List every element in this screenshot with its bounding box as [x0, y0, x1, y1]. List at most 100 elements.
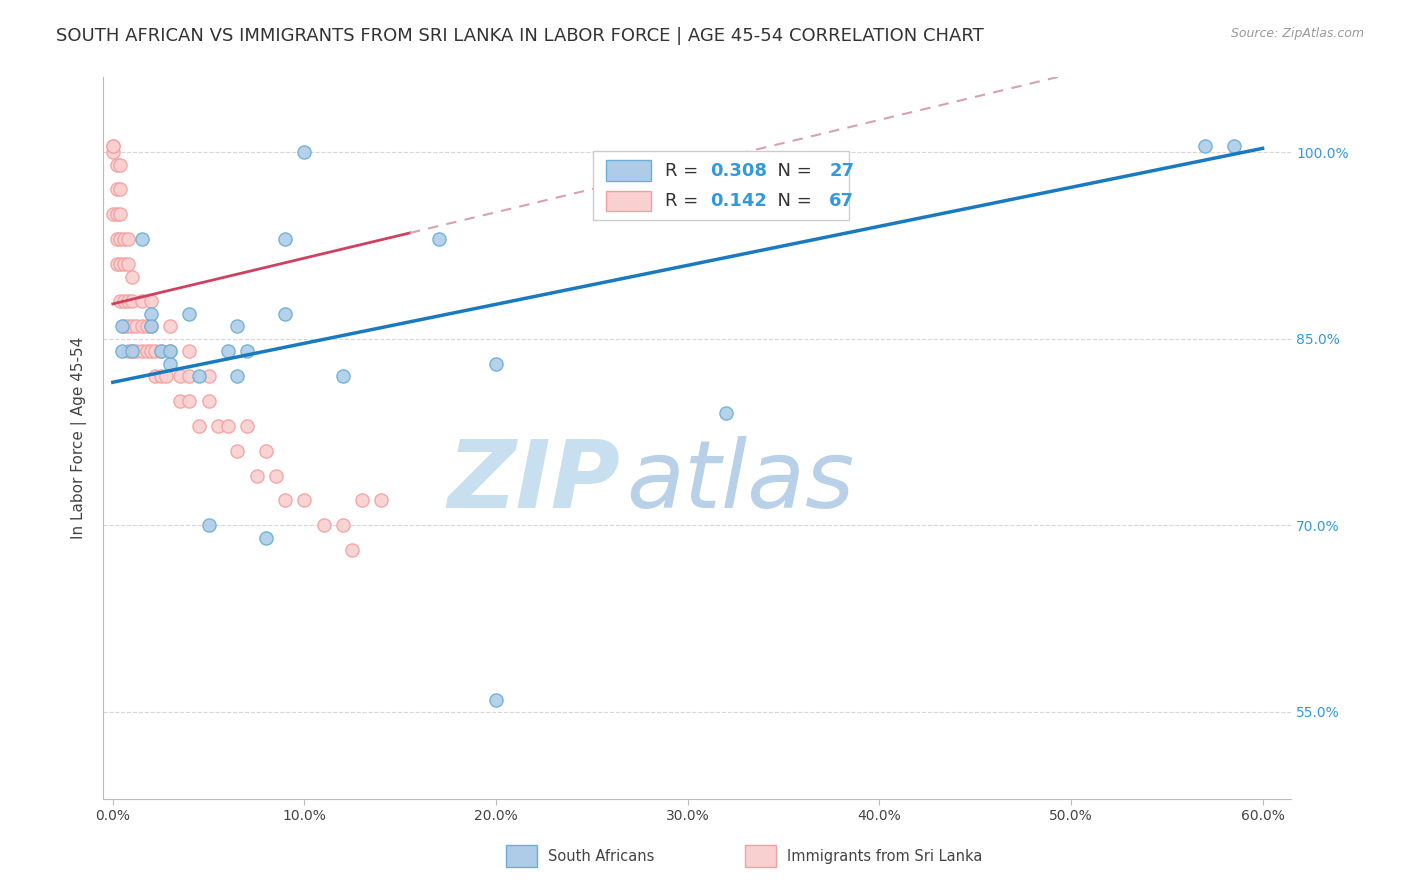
Point: [112, 319, 135, 334]
Point: [149, 344, 172, 359]
Point: [139, 319, 162, 334]
Point: [169, 369, 191, 384]
Point: [101, 145, 124, 160]
Point: [121, 294, 143, 309]
Point: [245, 468, 267, 483]
Point: [217, 344, 239, 359]
Text: Source: ZipAtlas.com: Source: ZipAtlas.com: [1230, 27, 1364, 40]
Point: [121, 319, 143, 334]
Point: [485, 692, 508, 706]
Point: [110, 294, 132, 309]
Point: [121, 344, 143, 359]
Point: [117, 257, 139, 271]
Point: [125, 319, 148, 334]
Point: [169, 393, 191, 408]
Text: N =: N =: [766, 161, 818, 179]
Text: N =: N =: [766, 192, 818, 210]
Point: [226, 369, 249, 384]
Point: [110, 232, 132, 246]
Point: [110, 182, 132, 196]
Point: [188, 369, 211, 384]
Text: 27: 27: [830, 161, 855, 179]
Y-axis label: In Labor Force | Age 45-54: In Labor Force | Age 45-54: [72, 337, 87, 540]
Point: [226, 443, 249, 458]
FancyBboxPatch shape: [606, 161, 651, 181]
Text: 67: 67: [830, 192, 855, 210]
Point: [101, 207, 124, 221]
Point: [427, 232, 450, 246]
Text: South Africans: South Africans: [548, 849, 655, 863]
Point: [1223, 139, 1246, 153]
Point: [179, 369, 201, 384]
Point: [121, 269, 143, 284]
Point: [105, 182, 128, 196]
Point: [139, 294, 162, 309]
Point: [149, 369, 172, 384]
Point: [236, 418, 259, 433]
Text: SOUTH AFRICAN VS IMMIGRANTS FROM SRI LANKA IN LABOR FORCE | AGE 45-54 CORRELATIO: SOUTH AFRICAN VS IMMIGRANTS FROM SRI LAN…: [56, 27, 984, 45]
Point: [197, 518, 219, 533]
Point: [101, 139, 124, 153]
Point: [179, 344, 201, 359]
Point: [370, 493, 392, 508]
Point: [714, 406, 737, 420]
Point: [117, 344, 139, 359]
Point: [139, 344, 162, 359]
Point: [197, 393, 219, 408]
Point: [294, 493, 316, 508]
Point: [117, 319, 139, 334]
Point: [274, 307, 297, 321]
Point: [485, 357, 508, 371]
Point: [131, 232, 153, 246]
Point: [274, 232, 297, 246]
Point: [110, 207, 132, 221]
Point: [236, 344, 259, 359]
Text: 0.142: 0.142: [710, 192, 768, 210]
Point: [143, 369, 166, 384]
Point: [179, 307, 201, 321]
Text: R =: R =: [665, 161, 704, 179]
Point: [105, 157, 128, 171]
Point: [112, 257, 135, 271]
Point: [105, 207, 128, 221]
Text: Immigrants from Sri Lanka: Immigrants from Sri Lanka: [787, 849, 983, 863]
Point: [332, 518, 354, 533]
Point: [159, 357, 181, 371]
Point: [188, 418, 211, 433]
Point: [110, 157, 132, 171]
Point: [139, 319, 162, 334]
Point: [117, 232, 139, 246]
Point: [312, 518, 335, 533]
Point: [159, 344, 181, 359]
Point: [136, 319, 159, 334]
Point: [101, 139, 124, 153]
Point: [131, 344, 153, 359]
Point: [350, 493, 373, 508]
Text: R =: R =: [665, 192, 704, 210]
Point: [159, 344, 181, 359]
FancyBboxPatch shape: [606, 191, 651, 211]
FancyBboxPatch shape: [593, 151, 849, 220]
Point: [136, 344, 159, 359]
Point: [149, 344, 172, 359]
Text: ZIP: ZIP: [447, 435, 620, 527]
Point: [112, 294, 135, 309]
Point: [111, 344, 134, 359]
Point: [226, 319, 249, 334]
Point: [332, 369, 354, 384]
Point: [197, 369, 219, 384]
Point: [207, 418, 229, 433]
Point: [179, 393, 201, 408]
Point: [117, 294, 139, 309]
Point: [342, 543, 364, 558]
Point: [294, 145, 316, 160]
Point: [274, 493, 297, 508]
Point: [143, 344, 166, 359]
Point: [264, 468, 287, 483]
Point: [131, 294, 153, 309]
Point: [111, 319, 134, 334]
Point: [254, 531, 277, 545]
Point: [159, 319, 181, 334]
Point: [1194, 139, 1216, 153]
Point: [110, 257, 132, 271]
